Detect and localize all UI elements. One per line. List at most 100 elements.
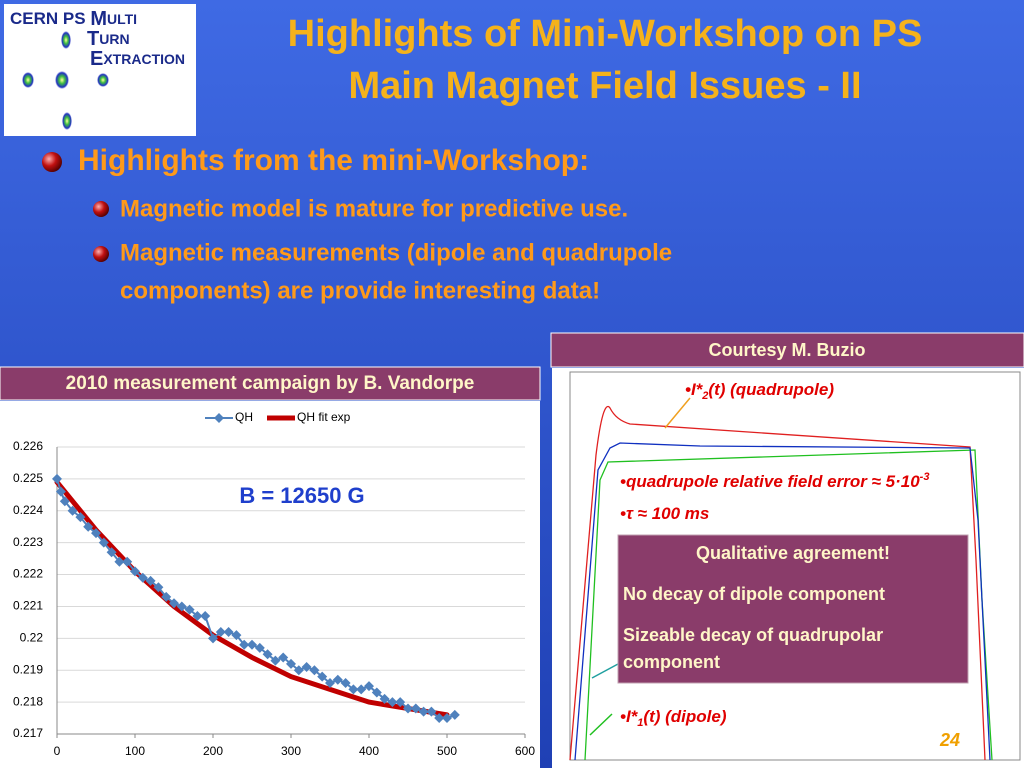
annotation: •τ ≈ 100 ms <box>620 504 709 523</box>
logo-text: M <box>90 8 107 30</box>
data-point <box>239 639 250 650</box>
data-point <box>395 697 406 708</box>
data-point <box>67 505 78 516</box>
data-point <box>169 598 179 609</box>
y-tick-label: 0.226 <box>13 439 43 453</box>
data-point <box>145 575 156 586</box>
data-point <box>91 528 101 539</box>
annotation: 100 ms <box>647 504 709 523</box>
data-point <box>340 677 351 688</box>
data-point <box>83 521 94 532</box>
data-point <box>153 582 164 593</box>
data-point <box>200 611 211 622</box>
data-point <box>371 687 382 698</box>
data-point <box>364 681 374 692</box>
data-point <box>137 572 148 583</box>
x-tick-label: 400 <box>359 744 379 758</box>
data-point <box>426 706 437 717</box>
data-point <box>418 706 429 717</box>
data-point <box>356 684 367 695</box>
logo-text: ULTI <box>107 11 137 27</box>
data-point <box>348 684 359 695</box>
data-point <box>130 566 140 577</box>
chart: 0.217 0.218 0.219 0.22 0.221 0.222 0.223 0.224 0… <box>13 410 535 758</box>
data-point <box>184 604 195 615</box>
bullet-icon <box>93 246 109 262</box>
data-point <box>52 473 62 484</box>
y-tick-label: 0.222 <box>13 567 43 581</box>
note: Qualitative agreement! <box>696 543 890 563</box>
note: Sizeable decay of quadrupolar <box>623 625 883 645</box>
bullet-icon <box>42 152 62 172</box>
x-tick-label: 300 <box>281 744 301 758</box>
data-point <box>309 665 320 676</box>
series-line <box>54 479 450 718</box>
y-tick-label: 0.221 <box>13 599 43 613</box>
logo-blob <box>62 112 72 130</box>
data-point <box>278 652 289 663</box>
data-point <box>75 512 86 523</box>
y-tick-label: 0.22 <box>20 631 44 645</box>
legend-label: QH <box>235 410 253 424</box>
data-point <box>247 639 257 650</box>
y-tick-label: 0.223 <box>13 535 43 549</box>
logo-text: T <box>87 28 99 50</box>
data-point <box>192 611 203 622</box>
data-point <box>379 693 390 704</box>
annotation: •I* <box>685 380 704 399</box>
data-point <box>98 537 109 548</box>
logo-text: CERN PS <box>10 9 86 28</box>
logo-blob <box>97 73 109 87</box>
x-tick-label: 500 <box>437 744 457 758</box>
data-point <box>434 713 445 724</box>
data-point <box>286 658 296 669</box>
logo-text: E <box>90 48 103 70</box>
measured-curve <box>574 442 991 761</box>
data-point <box>387 697 398 708</box>
caption-box <box>550 332 1024 368</box>
arrow <box>589 713 613 736</box>
annotation: B = 12650 G <box>239 483 364 508</box>
data-point <box>262 649 273 660</box>
sub-bullet: Magnetic model is mature for predictive … <box>120 195 628 222</box>
annotation: 1 <box>637 717 643 729</box>
data-point <box>332 674 343 685</box>
annotation: ≈ <box>638 504 648 523</box>
annotation: -3 <box>920 471 930 483</box>
data-point <box>442 713 452 724</box>
data-point <box>449 709 460 720</box>
x-tick-label: 600 <box>515 744 535 758</box>
annotation: 5·10 <box>881 472 920 491</box>
chart-area <box>0 401 540 768</box>
data-point <box>403 703 413 714</box>
note-box <box>617 534 969 684</box>
annotation: •quadrupole relative field error ≈ 5·10-… <box>620 471 929 492</box>
title: Highlights of Mini-Workshop on PS <box>288 13 923 55</box>
arrow <box>664 397 691 429</box>
legend-swatch <box>214 413 224 423</box>
y-tick-label: 0.218 <box>13 694 43 708</box>
plot-frame <box>569 371 1021 761</box>
sub-bullet: Magnetic measurements (dipole and quadru… <box>120 239 672 266</box>
x-tick-label: 0 <box>54 744 61 758</box>
data-point <box>59 496 70 507</box>
caption-box <box>0 366 541 401</box>
logo-text: XTRACTION <box>103 51 185 67</box>
data-point <box>301 662 312 673</box>
annotation: •I*2(t) (quadrupole) <box>685 380 834 401</box>
page-number: 24 <box>939 730 960 750</box>
annotation: •I*1(t) (dipole) <box>620 707 727 728</box>
x-tick-label: 200 <box>203 744 223 758</box>
logo-text: TURN <box>87 28 130 50</box>
data-point <box>176 601 187 612</box>
data-point <box>231 630 242 641</box>
y-tick-label: 0.219 <box>13 662 43 676</box>
data-point <box>208 633 218 644</box>
data-point <box>55 486 66 497</box>
annotation: 2 <box>701 390 708 402</box>
data-point <box>106 547 117 558</box>
data-point <box>122 556 133 567</box>
annotation: •τ <box>620 504 638 523</box>
annotation: •quadrupole relative field error <box>620 472 872 491</box>
data-point <box>317 671 328 682</box>
